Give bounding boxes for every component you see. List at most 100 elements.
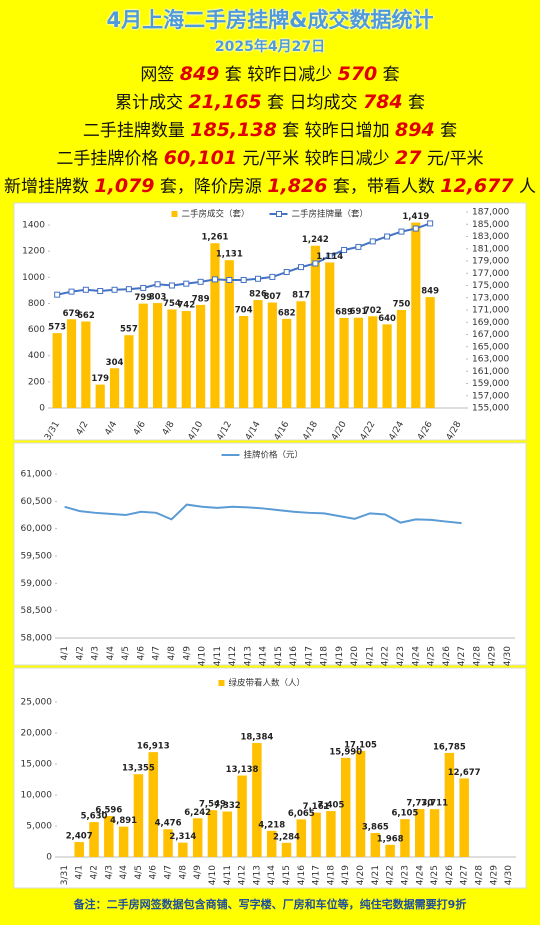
bar (459, 778, 469, 857)
stat-text: 人 (513, 177, 536, 197)
x-tick-label: 4/13 (252, 865, 262, 885)
bar (266, 830, 277, 857)
stat-text: 二手挂牌价格 (56, 149, 164, 169)
bar (296, 819, 307, 857)
x-tick-label: 4/14 (267, 865, 277, 885)
x-tick-label: 4/14 (259, 646, 269, 666)
note: 备注：二手房网签数据包含商铺、写字楼、厂房和车位等，纯住宅数据需要打9折 (73, 898, 467, 911)
data-label: 13,355 (122, 764, 155, 774)
stat-text: 套，降价房源 (154, 177, 268, 197)
data-label: 7,711 (421, 799, 448, 809)
data-label: 3,865 (362, 823, 389, 833)
data-label: 1,131 (216, 250, 243, 260)
line-marker (398, 228, 405, 235)
data-label: 682 (278, 308, 296, 318)
bar (326, 811, 336, 857)
y-tick-label: 5,000 (26, 822, 52, 832)
data-label: 817 (292, 291, 310, 301)
x-tick-label: 4/12 (238, 865, 248, 885)
stat-line: 二手挂牌数量 185,138 套 较昨日增加 894 套 (0, 116, 540, 144)
bar (353, 317, 364, 408)
x-tick-label: 4/16 (289, 646, 299, 666)
y-tick-label: 400 (28, 351, 45, 361)
data-label: 7,405 (317, 801, 344, 811)
line-marker (82, 286, 89, 293)
data-label: 2,407 (66, 832, 93, 842)
data-label: 2,284 (273, 832, 300, 842)
line-marker (140, 284, 147, 291)
data-label: 557 (120, 325, 138, 335)
line-marker (197, 278, 204, 285)
y-tick-label: 60,000 (21, 524, 53, 534)
data-label: 573 (48, 323, 66, 333)
bar (325, 262, 335, 408)
x-tick-label: 4/29 (489, 865, 499, 885)
data-label: 6,065 (288, 809, 315, 819)
line-marker (154, 281, 161, 288)
x-tick-label: 4/5 (134, 865, 144, 879)
x-tick-label: 4/4 (119, 865, 129, 880)
x-tick-label: 4/19 (341, 865, 351, 885)
panel (13, 442, 527, 666)
y2-tick-label: 155,000 (472, 404, 509, 414)
bar (400, 819, 410, 857)
x-tick-label: 4/27 (457, 646, 467, 666)
legend-label: 二手房成交（套） (182, 209, 250, 220)
bar (148, 752, 158, 857)
y2-tick-label: 185,000 (472, 220, 509, 230)
data-label: 4,476 (155, 819, 182, 829)
bar (95, 384, 105, 408)
stat-text: 套 较昨日减少 (219, 65, 338, 85)
line-marker (255, 275, 261, 282)
stat-text: 元/平米 较昨日减少 (237, 149, 396, 169)
x-tick-label: 4/24 (415, 865, 425, 885)
x-tick-label: 4/29 (488, 646, 498, 666)
bar (282, 318, 292, 408)
data-label: 1,114 (316, 252, 343, 262)
data-label: 1,242 (302, 235, 329, 245)
stat-number: 894 (395, 119, 435, 141)
line-marker (312, 260, 319, 267)
bar (368, 316, 378, 408)
line-marker (341, 246, 348, 253)
bar (396, 310, 407, 408)
bar (178, 842, 188, 857)
x-tick-label: 4/22 (381, 646, 391, 666)
stat-text: 累计成交 (114, 93, 189, 113)
x-tick-label: 4/27 (460, 865, 470, 885)
y2-tick-label: 175,000 (472, 281, 509, 291)
x-tick-label: 4/18 (320, 646, 330, 666)
x-tick-label: 4/6 (149, 865, 159, 880)
y2-tick-label: 187,000 (472, 208, 509, 218)
x-tick-label: 4/8 (167, 646, 177, 661)
stat-text: 网签 (140, 65, 180, 85)
data-label: 7,730 (406, 799, 433, 809)
line-marker (283, 269, 290, 276)
bar (411, 222, 421, 408)
y-tick-label: 0 (39, 404, 45, 414)
stat-number: 849 (179, 63, 220, 85)
stat-text: 二手挂牌数量 (82, 121, 191, 141)
bar (425, 297, 435, 408)
x-tick-label: 4/20 (356, 865, 366, 885)
data-label: 304 (106, 358, 124, 368)
legend-swatch (218, 680, 225, 686)
bar (339, 317, 349, 408)
x-tick-label: 4/7 (164, 865, 174, 879)
data-label: 826 (249, 290, 267, 300)
y-tick-label: 0 (46, 853, 52, 863)
x-tick-label: 4/28 (472, 646, 482, 666)
bar (89, 822, 99, 857)
line-marker (369, 238, 376, 245)
stat-text: 套 较昨日增加 (276, 121, 396, 141)
stat-number: 1,079 (94, 175, 155, 197)
legend-swatch (171, 211, 178, 217)
bar (237, 775, 247, 857)
y-tick-label: 61,000 (21, 470, 53, 480)
bar (163, 829, 173, 857)
line-marker (355, 243, 362, 250)
line-marker (326, 253, 333, 260)
data-label: 640 (378, 314, 396, 324)
line-marker (111, 286, 118, 293)
